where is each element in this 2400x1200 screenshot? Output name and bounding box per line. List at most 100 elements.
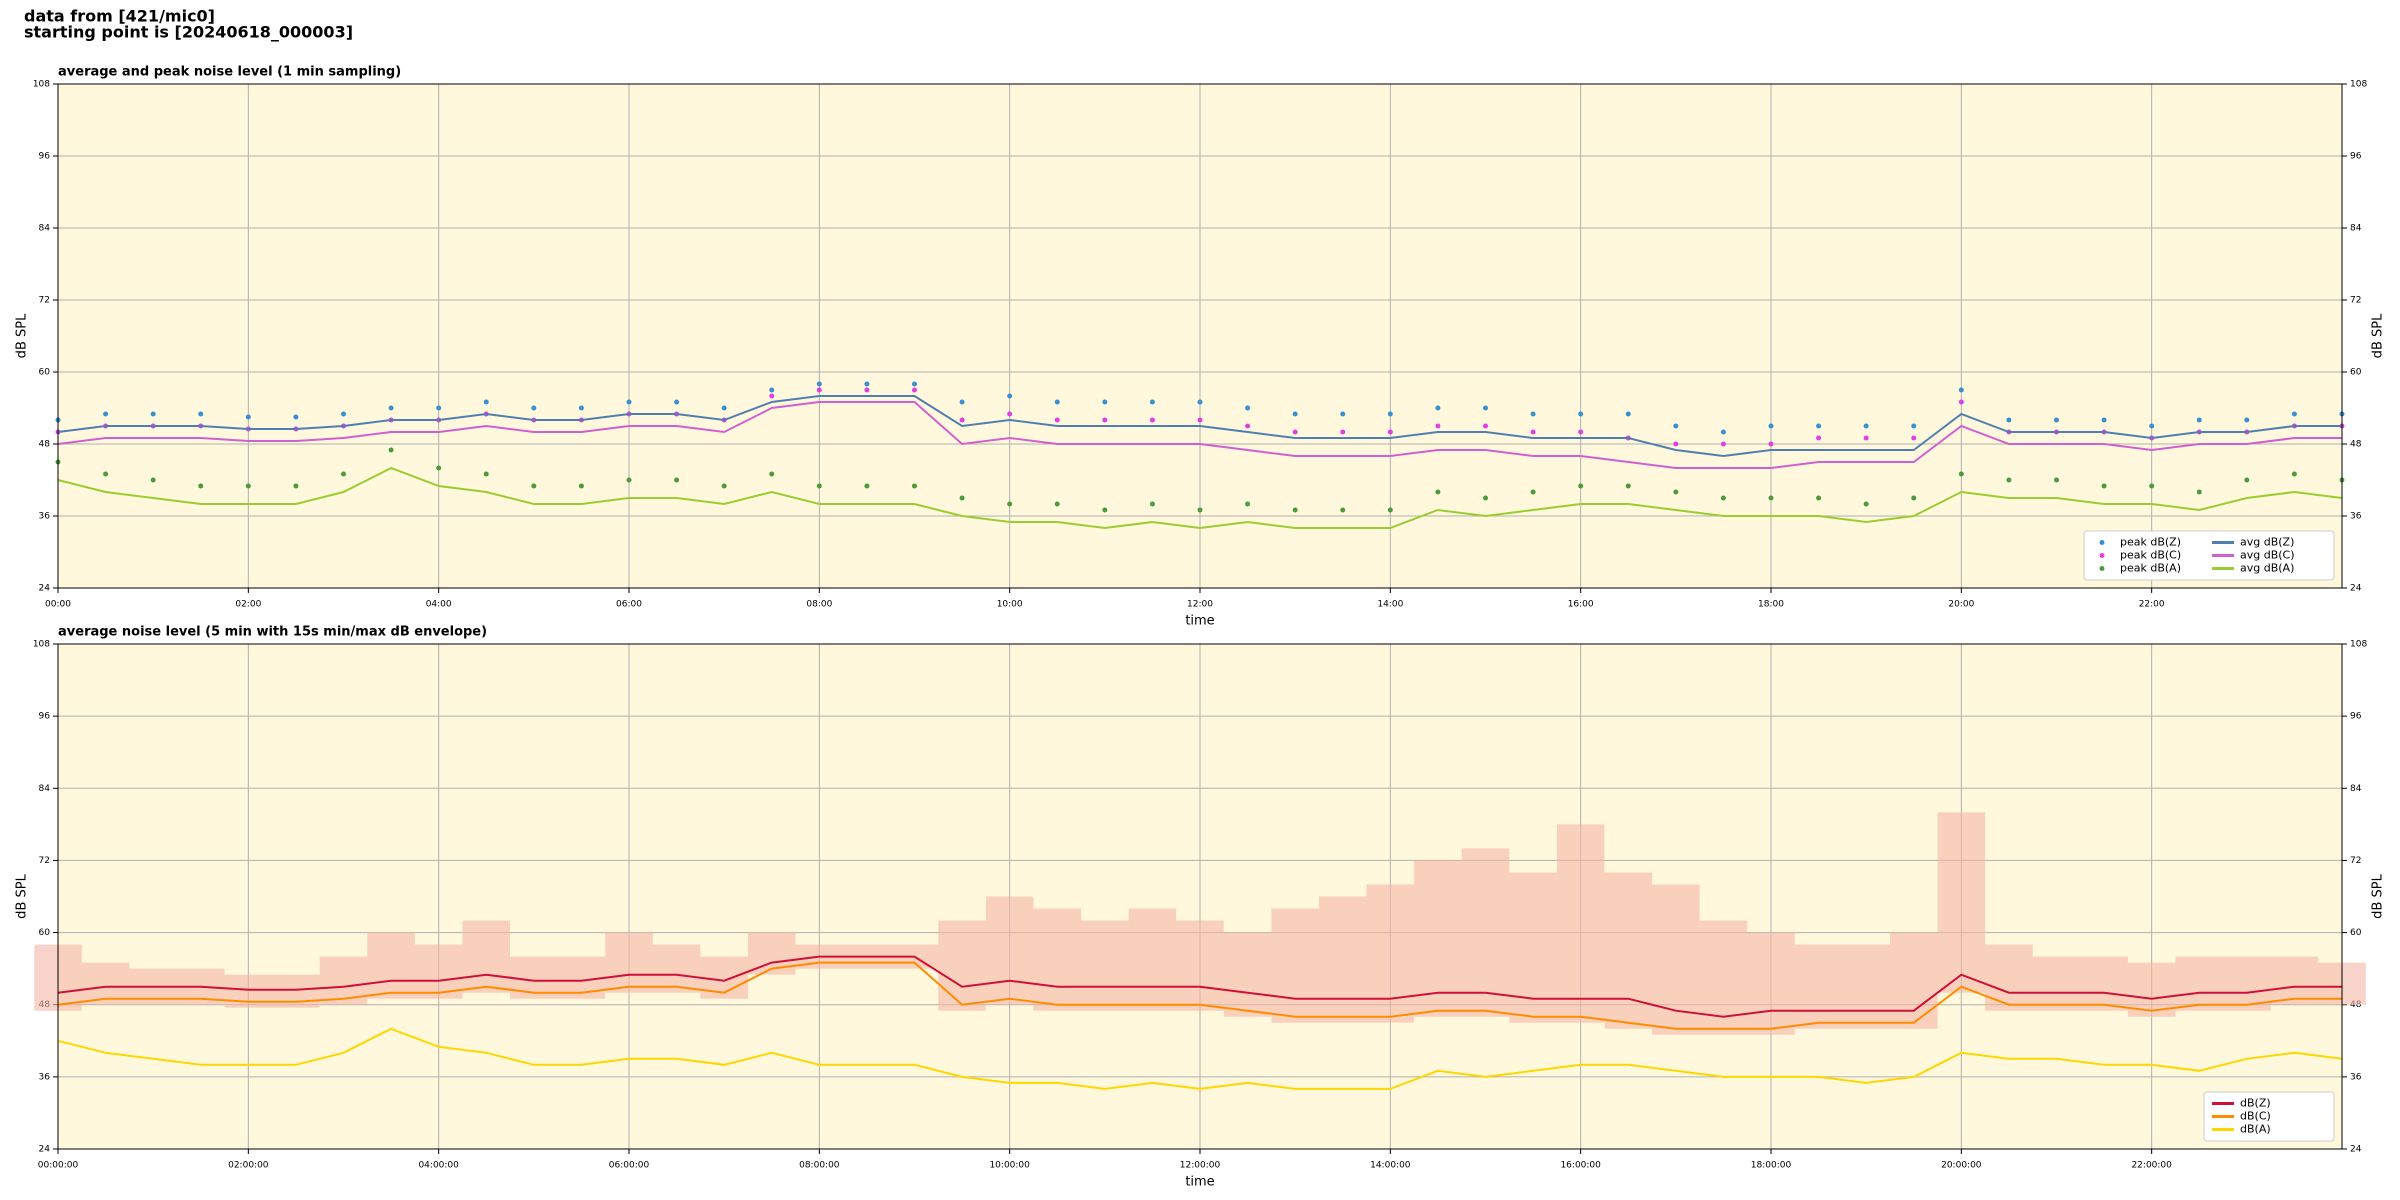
y-tick-label: 72 [39, 296, 50, 306]
peak-point [1387, 429, 1393, 435]
legend-label: avg dB(Z) [2240, 536, 2294, 549]
peak-point [1292, 507, 1298, 513]
peak-point [1578, 411, 1584, 417]
peak-point [1863, 501, 1869, 507]
envelope-band [1556, 824, 1605, 1023]
peak-point [721, 405, 727, 411]
peak-point [1435, 405, 1441, 411]
envelope-band [1985, 944, 2033, 1011]
peak-point [2054, 417, 2059, 423]
y-tick-label: 72 [2350, 296, 2361, 306]
peak-point [1245, 405, 1251, 411]
peak-point [959, 399, 965, 405]
peak-point [1816, 423, 1822, 429]
legend-marker [2099, 553, 2105, 558]
envelope-band [1081, 920, 1129, 1011]
legend-label: peak dB(Z) [2120, 536, 2181, 549]
peak-point [388, 405, 394, 411]
peak-point [1958, 399, 1964, 405]
legend-marker [2099, 566, 2105, 571]
y-tick-label: 72 [39, 856, 50, 866]
y-tick-label: 36 [39, 512, 51, 522]
x-tick-label: 08:00:00 [799, 1161, 840, 1171]
x-tick-label: 14:00:00 [1370, 1161, 1411, 1171]
peak-point [1578, 483, 1584, 489]
x-tick-label: 16:00:00 [1560, 1161, 1601, 1171]
peak-point [1863, 423, 1869, 429]
peak-point [1197, 417, 1203, 423]
x-tick-label: 10:00 [997, 600, 1023, 610]
peak-point [1054, 417, 1060, 423]
y-tick-label: 72 [2350, 856, 2361, 866]
peak-point [1483, 495, 1488, 501]
peak-point [293, 414, 299, 420]
y-axis-label: dB SPL [15, 873, 30, 918]
peak-point [245, 414, 251, 420]
envelope-band [605, 932, 653, 993]
y-tick-label: 96 [39, 152, 51, 162]
envelope-band [414, 944, 463, 999]
peak-point [1863, 435, 1869, 441]
y-tick-label: 48 [2350, 1000, 2362, 1010]
peak-point [103, 411, 109, 417]
peak-point [198, 411, 204, 417]
series-line [57, 401, 2342, 469]
peak-point [912, 381, 917, 387]
y-tick-label: 108 [33, 640, 50, 650]
x-tick-label: 02:00:00 [228, 1161, 269, 1171]
envelope-band [1033, 908, 1082, 1011]
peak-point [245, 483, 251, 489]
peak-point [1245, 501, 1251, 507]
peak-point [1340, 429, 1346, 435]
x-tick-label: 08:00 [806, 600, 832, 610]
y-tick-label: 36 [2350, 512, 2362, 522]
envelope-band [1414, 860, 1462, 1017]
peak-point [2149, 423, 2155, 429]
envelope-band [1889, 932, 1938, 1029]
envelope-band [1842, 944, 1890, 1029]
y-tick-label: 48 [39, 440, 51, 450]
peak-point [2196, 489, 2202, 495]
peak-point [1816, 495, 1822, 501]
peak-point [531, 405, 537, 411]
peak-point [2101, 483, 2107, 489]
peak-point [531, 483, 537, 489]
envelope-band [2270, 956, 2319, 1005]
peak-point [1958, 471, 1964, 477]
envelope-band [462, 920, 511, 993]
x-tick-label: 10:00:00 [989, 1161, 1030, 1171]
peak-point [1102, 417, 1108, 423]
peak-point [626, 477, 632, 483]
peak-point [674, 477, 680, 483]
x-axis-label: time [1185, 1175, 1214, 1190]
chart-title: average and peak noise level (1 min samp… [58, 65, 401, 80]
peak-point [959, 417, 965, 423]
peak-point [2149, 483, 2155, 489]
legend-label: peak dB(C) [2120, 549, 2181, 562]
envelope-band [1509, 872, 1557, 1023]
peak-point [578, 405, 584, 411]
plot-frame [57, 83, 2343, 589]
y-tick-label: 84 [39, 224, 51, 234]
peak-point [1245, 423, 1251, 429]
legend-marker [2099, 540, 2105, 545]
peak-point [483, 399, 489, 405]
peak-point [1483, 423, 1488, 429]
peak-point [1673, 441, 1679, 447]
y-tick-label: 108 [2350, 640, 2367, 650]
peak-point [1340, 411, 1346, 417]
x-tick-label: 22:00:00 [2131, 1161, 2172, 1171]
x-tick-label: 06:00 [616, 600, 642, 610]
peak-point [293, 483, 299, 489]
peak-point [674, 399, 680, 405]
y-tick-label: 48 [2350, 440, 2362, 450]
peak-point [1673, 423, 1679, 429]
peak-point [1197, 507, 1203, 513]
peak-point [1578, 429, 1584, 435]
y-tick-label: 24 [2350, 1145, 2362, 1155]
envelope-band [1747, 932, 1795, 1035]
x-tick-label: 12:00:00 [1180, 1161, 1221, 1171]
envelope-band [652, 944, 701, 993]
peak-point [769, 471, 775, 477]
peak-point [1530, 489, 1536, 495]
